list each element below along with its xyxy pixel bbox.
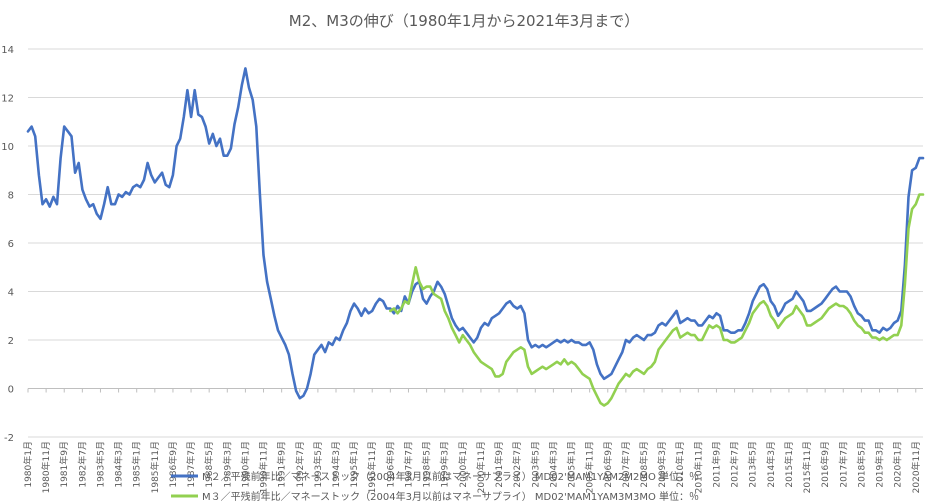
x-tick-label: 1980年11月: [40, 441, 52, 493]
x-tick-label: 2016年9月: [819, 441, 831, 488]
chart-title: M2、M3の伸び（1980年1月から2021年3月まで）: [289, 12, 639, 30]
x-tick-label: 2005年11月: [584, 441, 596, 493]
y-tick-label: 0: [8, 385, 14, 396]
y-tick-label: 12: [1, 94, 14, 105]
x-tick-label: 2017年7月: [837, 441, 849, 488]
x-tick-label: 1990年1月: [239, 441, 251, 488]
x-tick-label: 2008年5月: [638, 441, 650, 488]
y-tick-label: 8: [8, 191, 14, 202]
x-tick-label: 2013年5月: [747, 441, 759, 488]
x-tick-label: 2010年1月: [674, 441, 686, 488]
legend-label-m2: M２／平残前年比／マネーストック（2004年3月以前はマネーサプライ） MD02…: [202, 470, 699, 483]
x-tick-label: 1997年7月: [402, 441, 414, 488]
x-tick-label: 2019年3月: [874, 441, 886, 488]
series-lines: [26, 67, 925, 407]
x-tick-label: 1999年3月: [439, 441, 451, 488]
y-tick-label: 14: [1, 45, 14, 56]
x-tick-label: 2015年11月: [801, 441, 813, 493]
x-tick-label: 2006年9月: [602, 441, 614, 488]
legend-label-m3: M３／平残前年比／マネーストック（2004年3月以前はマネーサプライ） MD02…: [202, 490, 699, 503]
y-tick-label: 4: [8, 288, 14, 299]
x-tick-label: 2000年11月: [475, 441, 487, 493]
x-tick-label: 2004年3月: [547, 441, 559, 488]
x-tick-label: 1991年9月: [276, 441, 288, 488]
series-line-m3: [389, 193, 925, 407]
x-tick-label: 2012年7月: [729, 441, 741, 488]
legend: M２／平残前年比／マネーストック（2004年3月以前はマネーサプライ） MD02…: [171, 470, 699, 503]
x-tick-label: 2003年5月: [529, 441, 541, 488]
x-tick-label: 2020年1月: [892, 441, 904, 488]
x-tick-label: 2018年5月: [855, 441, 867, 488]
x-tick-label: 1992年7月: [294, 441, 306, 488]
x-tick-label: 1995年1月: [348, 441, 360, 488]
x-tick-label: 2005年1月: [566, 441, 578, 488]
x-tick-label: 2002年7月: [511, 441, 523, 488]
x-tick-label: 2011年9月: [710, 441, 722, 488]
x-tick-label: 1985年1月: [131, 441, 143, 488]
x-tick-label: 2015年1月: [783, 441, 795, 488]
y-tick-label: 10: [1, 142, 14, 153]
y-tick-label: -2: [4, 433, 14, 444]
x-tick-label: 1980年1月: [22, 441, 34, 488]
x-tick-label: 1994年3月: [330, 441, 342, 488]
y-axis-ticks: -2 0 2 4 6 8 10 12 14: [1, 45, 14, 444]
x-tick-label: 1985年11月: [149, 441, 161, 493]
x-tick-label: 1982年7月: [76, 441, 88, 488]
x-tick-label: 2009年3月: [656, 441, 668, 488]
series-line-m2: [26, 67, 925, 400]
x-tick-label: 1996年9月: [384, 441, 396, 488]
y-tick-label: 6: [8, 239, 14, 250]
x-tick-label: 2001年9月: [493, 441, 505, 488]
gridlines: [28, 48, 923, 438]
x-tick-label: 1989年3月: [221, 441, 233, 488]
x-tick-label: 2000年1月: [457, 441, 469, 488]
x-tick-label: 1998年5月: [421, 441, 433, 488]
x-tick-label: 1995年11月: [366, 441, 378, 493]
x-tick-label: 2007年7月: [620, 441, 632, 488]
x-tick-label: 1981年9月: [58, 441, 70, 488]
x-tick-label: 2014年3月: [765, 441, 777, 488]
x-axis-ticks: 1980年1月 1980年11月 1981年9月 1982年7月 1983年5月 1984…: [22, 388, 923, 493]
x-tick-label: 2010年11月: [692, 441, 704, 493]
x-tick-label: 1990年11月: [258, 441, 270, 493]
x-tick-label: 1984年3月: [113, 441, 125, 488]
x-tick-label: 1983年5月: [94, 441, 106, 488]
x-tick-label: 1988年5月: [203, 441, 215, 488]
x-tick-label: 1987年7月: [185, 441, 197, 488]
x-tick-label: 1986年9月: [167, 441, 179, 488]
x-tick-label: 2020年11月: [910, 441, 922, 493]
x-tick-label: 1993年5月: [312, 441, 324, 488]
y-tick-label: 2: [8, 336, 14, 347]
